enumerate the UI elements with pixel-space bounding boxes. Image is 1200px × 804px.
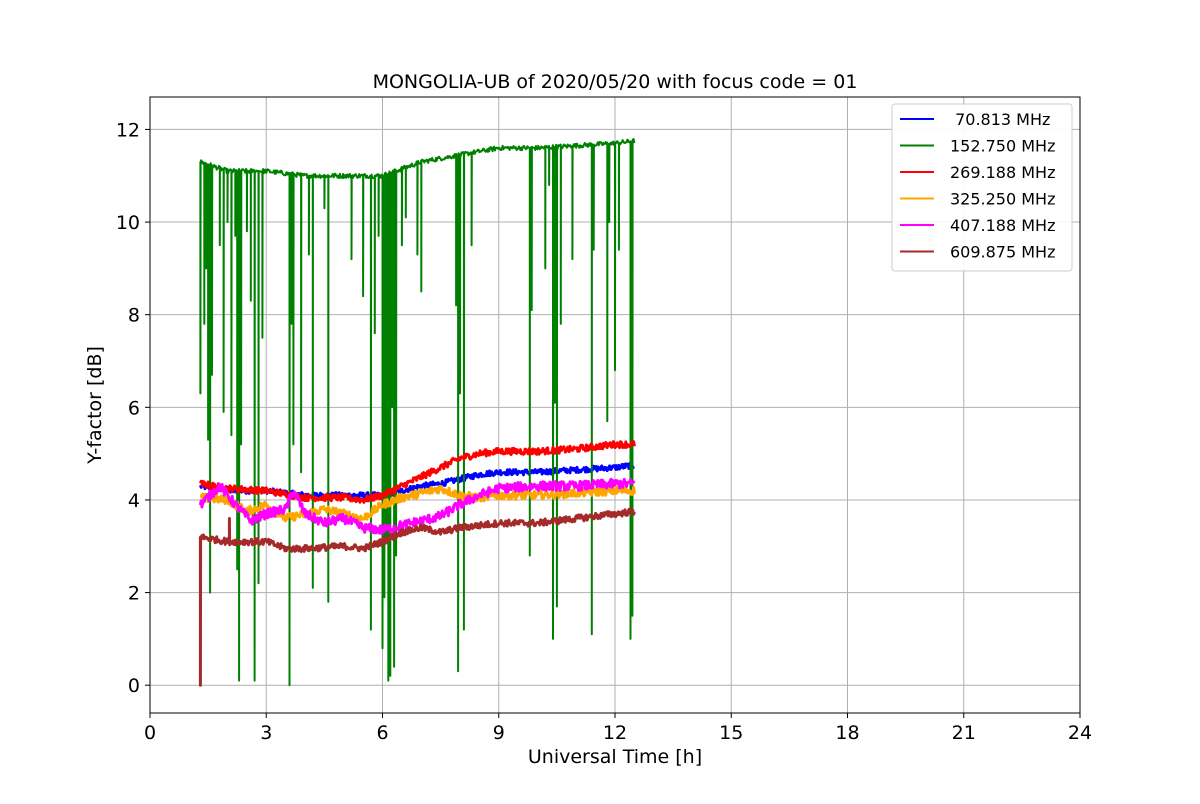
x-tick-label: 24 xyxy=(1068,722,1092,744)
y-tick-label: 8 xyxy=(128,305,140,327)
plot-area xyxy=(198,138,636,687)
legend-label: 407.188 MHz xyxy=(950,216,1055,235)
legend-label: 269.188 MHz xyxy=(950,163,1055,182)
y-tick-label: 0 xyxy=(128,675,140,697)
x-tick-label: 6 xyxy=(376,722,388,744)
x-tick-label: 9 xyxy=(493,722,505,744)
series-line xyxy=(198,477,636,535)
chart-title: MONGOLIA-UB of 2020/05/20 with focus cod… xyxy=(373,71,858,93)
x-tick-label: 12 xyxy=(603,722,627,744)
x-axis-label: Universal Time [h] xyxy=(528,746,702,768)
x-tick-label: 21 xyxy=(952,722,976,744)
legend-label: 152.750 MHz xyxy=(950,137,1055,156)
series-line xyxy=(199,440,636,504)
y-tick-label: 10 xyxy=(116,212,140,234)
x-tick-label: 3 xyxy=(260,722,272,744)
legend-frame xyxy=(891,103,1073,272)
x-tick-label: 15 xyxy=(719,722,743,744)
legend-label: 70.813 MHz xyxy=(950,110,1050,129)
legend-label: 325.250 MHz xyxy=(950,190,1055,209)
series-line xyxy=(198,507,636,687)
y-tick-label: 12 xyxy=(116,119,140,141)
legend: 70.813 MHz 152.750 MHz 269.188 MHz 325.250 … xyxy=(891,103,1073,272)
series-line xyxy=(199,138,636,687)
x-tick-label: 0 xyxy=(144,722,156,744)
y-tick-label: 2 xyxy=(128,583,140,605)
y-tick-label: 6 xyxy=(128,397,140,419)
y-tick-label: 4 xyxy=(128,490,140,512)
legend-label: 609.875 MHz xyxy=(950,243,1055,262)
x-tick-label: 18 xyxy=(835,722,859,744)
y-axis-label: Y-factor [dB] xyxy=(84,346,106,465)
